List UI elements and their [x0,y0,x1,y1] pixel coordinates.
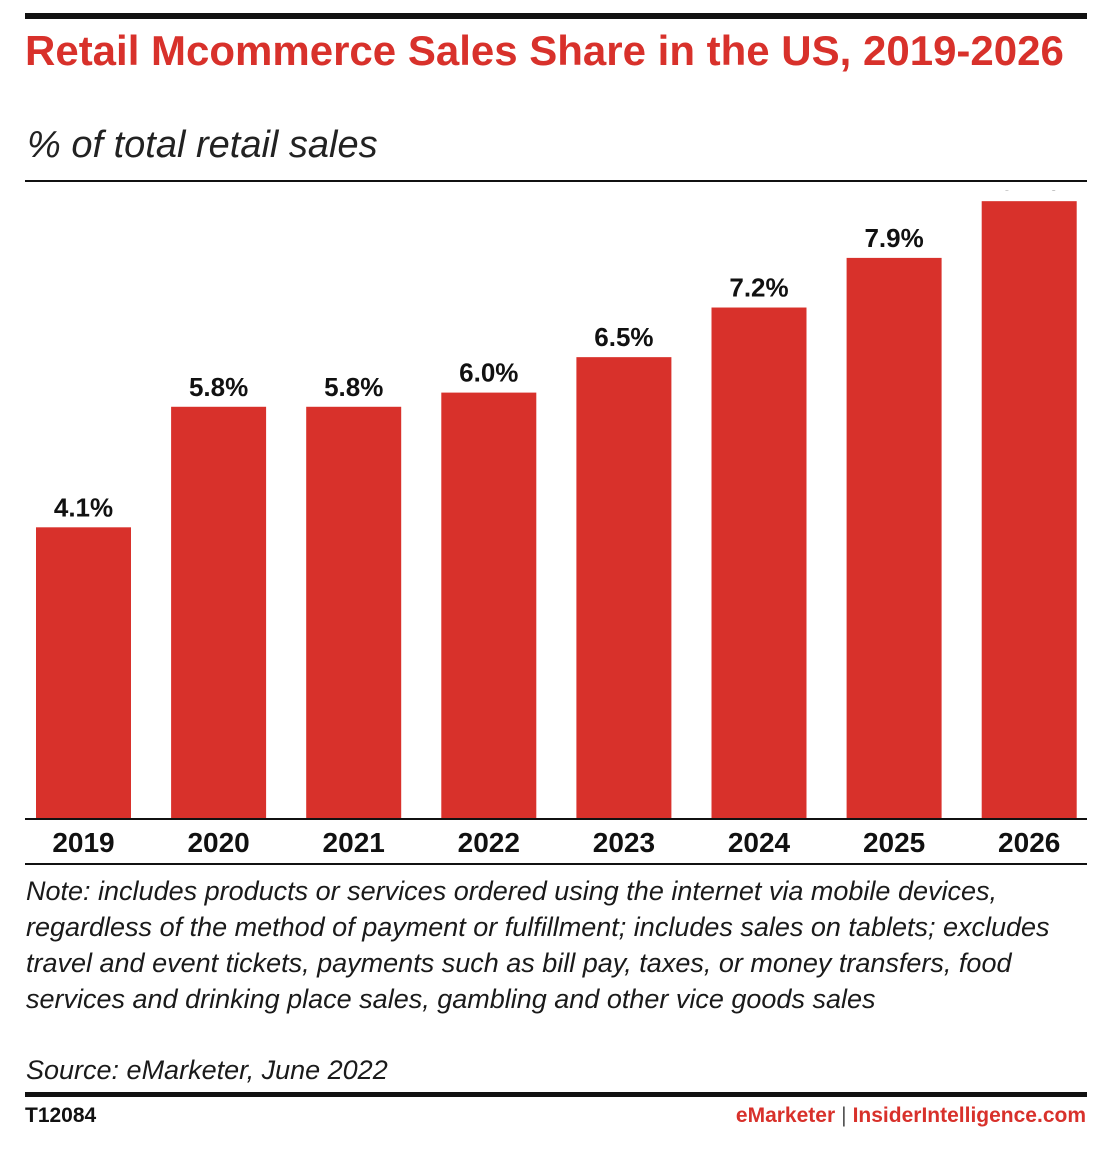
value-label-2020: 5.8% [189,372,248,402]
category-label-2021: 2021 [323,827,385,858]
category-labels-group: 2019 2020 2021 2022 2023 2024 2025 2026 [52,827,1060,858]
category-label-2024: 2024 [728,827,791,858]
bar-2023 [576,357,672,818]
footer-brand: eMarketer | InsiderIntelligence.com [736,1104,1086,1128]
bar-2019 [36,527,131,818]
value-labels-group: 4.1% 5.8% 5.8% 6.0% 6.5% 7.2% 7.9% 8.7% [54,190,1059,522]
chart-title: Retail Mcommerce Sales Share in the US, … [25,27,1064,74]
brand-emarketer[interactable]: eMarketer [735,1104,836,1127]
title-divider [25,180,1087,182]
category-label-2022: 2022 [458,827,520,858]
bar-2024 [711,307,807,818]
note-divider [25,863,1087,865]
bar-2025 [846,257,942,818]
brand-separator: | [841,1104,847,1127]
chart-source: Source: eMarketer, June 2022 [26,1055,388,1085]
category-label-2019: 2019 [52,827,114,858]
bar-2020 [171,406,267,818]
value-label-2025: 7.9% [864,223,923,253]
value-label-2022: 6.0% [459,358,518,388]
category-label-2023: 2023 [593,827,655,858]
chart-subtitle: % of total retail sales [27,124,378,166]
chart-id: T12084 [25,1104,97,1127]
bar-2021 [306,406,402,818]
value-label-2024: 7.2% [729,273,788,303]
chart-note: Note: includes products or services orde… [26,876,1050,1014]
value-label-2023: 6.5% [594,322,653,352]
value-label-2019: 4.1% [54,492,113,522]
x-axis-baseline [25,818,1087,820]
footer-rule [25,1092,1087,1097]
brand-insider-intelligence[interactable]: InsiderIntelligence.com [852,1104,1086,1127]
value-label-2021: 5.8% [324,372,383,402]
top-rule [25,13,1087,19]
bars-group [36,201,1077,819]
bar-2022 [441,392,537,818]
category-label-2020: 2020 [187,827,249,858]
bar-2026 [981,201,1077,819]
bar-chart: 4.1% 5.8% 5.8% 6.0% 6.5% 7.2% 7.9% 8.7% 2019 202… [36,190,1077,858]
value-label-2026: 8.7% [1000,190,1059,196]
category-label-2026: 2026 [998,827,1060,858]
category-label-2025: 2025 [863,827,925,858]
